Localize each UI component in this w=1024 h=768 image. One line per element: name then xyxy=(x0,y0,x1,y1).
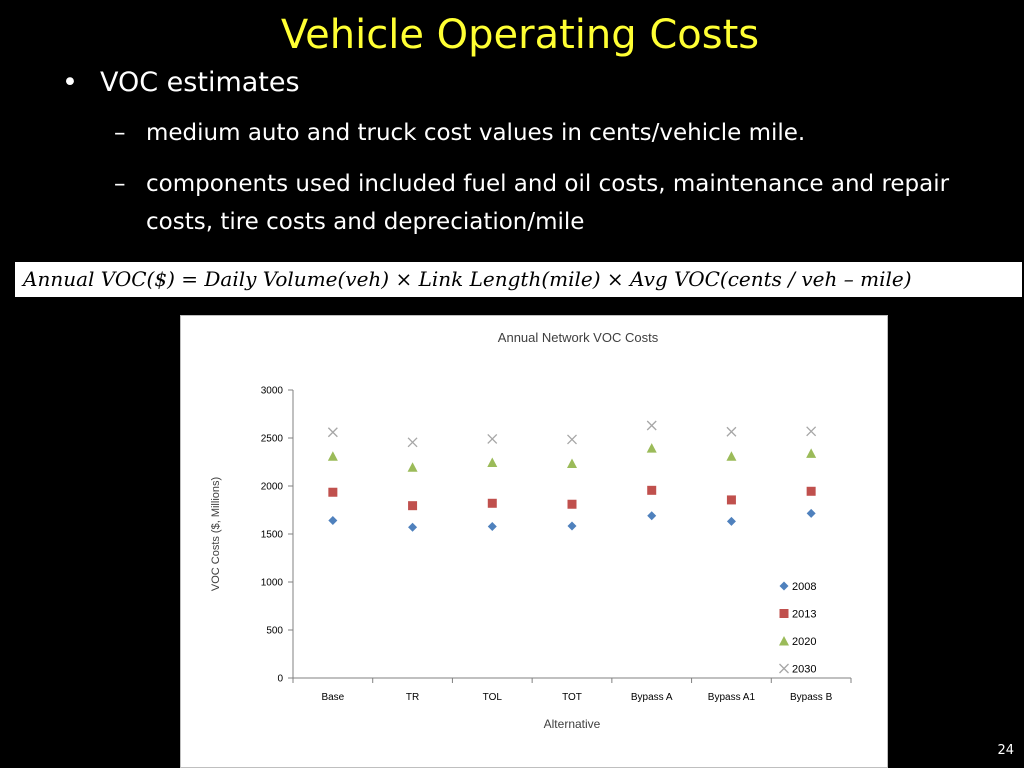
point-2030 xyxy=(646,420,657,431)
point-2008 xyxy=(726,516,736,526)
legend-label-2020: 2020 xyxy=(792,636,816,648)
point-2030 xyxy=(726,426,737,437)
point-2013 xyxy=(806,486,816,496)
point-2013 xyxy=(726,495,736,505)
y-tick-label: 2500 xyxy=(261,434,284,445)
x-axis-label: Alternative xyxy=(544,717,601,731)
x-tick-label: TR xyxy=(406,692,419,703)
x-tick-label: Bypass A xyxy=(631,692,673,703)
point-2008 xyxy=(408,522,418,532)
point-2013 xyxy=(328,487,338,497)
voc-formula: Annual VOC($) = Daily Volume(veh) × Link… xyxy=(15,262,1022,297)
bullet-voc-estimates: • VOC estimates xyxy=(62,63,300,103)
legend-marker-2030 xyxy=(779,663,789,674)
chart-title: Annual Network VOC Costs xyxy=(498,330,659,345)
point-2020 xyxy=(407,462,418,472)
point-2013 xyxy=(487,498,497,508)
y-tick-label: 1500 xyxy=(261,530,284,541)
point-2008 xyxy=(647,511,657,521)
point-2013 xyxy=(647,485,657,495)
sub-item-cost-values: – medium auto and truck cost values in c… xyxy=(114,114,994,152)
point-2020 xyxy=(646,443,657,453)
point-2020 xyxy=(567,458,577,468)
point-2030 xyxy=(327,427,338,438)
point-2020 xyxy=(487,457,498,467)
voc-chart-svg: Annual Network VOC Costs 0 500 1000 1500 2000… xyxy=(210,330,852,731)
point-2020 xyxy=(806,448,817,458)
y-axis-label: VOC Costs ($, Millions) xyxy=(210,477,222,591)
x-tick-label: TOT xyxy=(562,692,582,703)
sub-item-components: – components used included fuel and oil … xyxy=(114,165,994,241)
sub-item-text: medium auto and truck cost values in cen… xyxy=(146,120,806,146)
y-tick-label: 3000 xyxy=(261,386,284,397)
y-tick-label: 1000 xyxy=(261,578,284,589)
point-2030 xyxy=(407,437,418,448)
page-number: 24 xyxy=(997,743,1014,758)
bullet-marker: • xyxy=(62,67,78,98)
point-2008 xyxy=(567,521,577,531)
slide-title: Vehicle Operating Costs xyxy=(280,12,760,58)
point-2030 xyxy=(487,434,498,444)
x-tick-label: Bypass B xyxy=(790,692,833,703)
point-2020 xyxy=(726,451,737,461)
voc-chart: Annual Network VOC Costs 0 500 1000 1500 2000… xyxy=(180,315,888,768)
point-2008 xyxy=(328,516,338,526)
sub-item-text: components used included fuel and oil co… xyxy=(146,171,950,235)
point-2020 xyxy=(327,451,338,461)
sub-marker: – xyxy=(114,120,126,146)
x-tick-label: Bypass A1 xyxy=(708,692,756,703)
x-tick-label: TOL xyxy=(483,692,503,703)
y-tick-label: 2000 xyxy=(261,482,284,493)
legend-marker-2020 xyxy=(779,636,789,646)
sub-marker: – xyxy=(114,171,126,197)
point-2030 xyxy=(567,434,577,445)
point-2030 xyxy=(806,426,817,437)
legend-marker-2008 xyxy=(779,581,789,591)
point-2008 xyxy=(487,522,497,532)
y-tick-label: 500 xyxy=(266,626,283,637)
bullet-text: VOC estimates xyxy=(100,67,300,98)
y-tick-label: 0 xyxy=(277,674,283,685)
legend-marker-2013 xyxy=(779,609,789,618)
point-2008 xyxy=(806,508,816,518)
x-tick-label: Base xyxy=(321,692,344,703)
legend-label-2030: 2030 xyxy=(792,664,816,676)
legend-label-2013: 2013 xyxy=(792,609,816,621)
legend-label-2008: 2008 xyxy=(792,581,816,593)
point-2013 xyxy=(567,499,577,509)
point-2013 xyxy=(408,501,418,511)
